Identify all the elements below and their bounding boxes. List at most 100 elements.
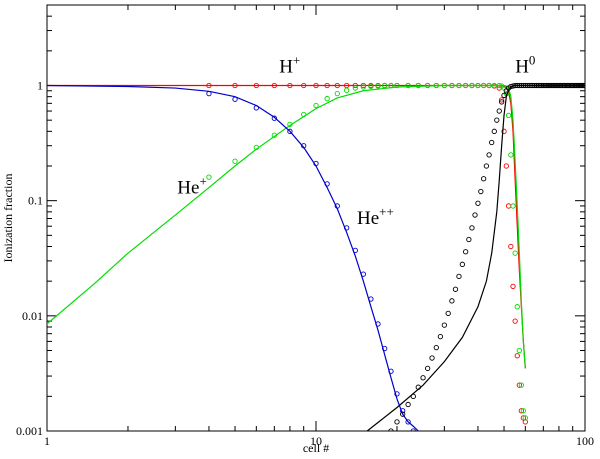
data-point bbox=[524, 82, 530, 89]
data-point bbox=[253, 144, 259, 151]
data-point bbox=[537, 82, 543, 89]
data-point bbox=[520, 408, 527, 414]
series-h-plus-points bbox=[206, 82, 528, 425]
series-label-base: He bbox=[357, 208, 379, 229]
data-point bbox=[514, 353, 520, 359]
series-line bbox=[47, 84, 419, 431]
x-tick-label: 100 bbox=[576, 434, 594, 448]
series-h-zero-points bbox=[388, 82, 585, 431]
data-point bbox=[388, 82, 394, 89]
data-point bbox=[429, 355, 435, 361]
data-point bbox=[324, 181, 330, 187]
data-point bbox=[410, 393, 416, 399]
data-point bbox=[206, 90, 212, 97]
data-point bbox=[400, 408, 406, 414]
series-label-base: H bbox=[279, 56, 293, 77]
data-point bbox=[533, 82, 540, 89]
data-point bbox=[324, 95, 330, 102]
y-axis-title: Ionization fraction bbox=[1, 174, 15, 263]
data-point bbox=[503, 163, 509, 169]
series-line bbox=[366, 84, 585, 431]
data-point bbox=[496, 82, 502, 89]
data-point bbox=[433, 82, 439, 89]
data-point bbox=[360, 271, 367, 277]
series-he-plus-plus bbox=[47, 84, 419, 431]
data-point bbox=[486, 82, 492, 89]
data-point bbox=[480, 176, 487, 182]
data-point bbox=[394, 82, 400, 89]
series-label-h-plus: H+ bbox=[279, 52, 300, 77]
x-axis-title: cell # bbox=[303, 441, 329, 455]
data-point bbox=[494, 117, 500, 123]
data-point bbox=[480, 82, 487, 89]
data-point bbox=[499, 97, 505, 103]
series-h-zero bbox=[366, 84, 585, 431]
data-point bbox=[433, 344, 439, 351]
data-point bbox=[382, 345, 388, 352]
data-point bbox=[352, 82, 358, 89]
data-point bbox=[394, 391, 400, 397]
series-label-sup: ++ bbox=[379, 204, 394, 219]
data-point bbox=[491, 82, 497, 89]
data-point bbox=[486, 152, 492, 158]
data-point bbox=[360, 82, 367, 89]
y-tick-label: 0.01 bbox=[22, 309, 43, 323]
data-point bbox=[352, 247, 358, 254]
data-point bbox=[206, 82, 212, 89]
series-label-h-zero: H0 bbox=[515, 52, 535, 77]
data-point bbox=[405, 401, 411, 408]
series-label-base: He bbox=[177, 178, 199, 199]
data-point bbox=[253, 105, 259, 111]
data-point bbox=[512, 250, 518, 256]
data-point bbox=[301, 111, 307, 118]
data-point bbox=[301, 82, 307, 89]
data-point bbox=[452, 286, 459, 292]
data-point bbox=[313, 102, 319, 109]
y-tick-label: 0.1 bbox=[28, 194, 43, 208]
data-point bbox=[535, 82, 541, 89]
data-point bbox=[539, 82, 545, 89]
series-he-plus-plus-points bbox=[206, 90, 416, 431]
series-label-base: H bbox=[515, 56, 529, 77]
data-point bbox=[441, 322, 447, 328]
data-point bbox=[394, 419, 400, 425]
data-point bbox=[499, 99, 505, 105]
data-point bbox=[501, 92, 507, 99]
axis-ticks: 1 10 100 0.001 0.01 0.1 1 bbox=[16, 4, 594, 448]
series-label-sup: + bbox=[293, 52, 300, 67]
data-point bbox=[518, 382, 525, 388]
series-he-plus bbox=[47, 84, 526, 369]
data-point bbox=[271, 132, 277, 138]
data-point bbox=[375, 83, 381, 89]
data-point bbox=[472, 212, 478, 218]
data-point bbox=[475, 200, 481, 206]
data-point bbox=[475, 82, 481, 89]
data-point bbox=[518, 408, 525, 414]
x-tick-label: 1 bbox=[44, 434, 50, 448]
data-point bbox=[334, 203, 340, 209]
series-label-sup: 0 bbox=[529, 52, 536, 67]
data-point bbox=[445, 310, 451, 317]
data-point bbox=[469, 82, 475, 89]
data-point bbox=[540, 82, 546, 89]
data-point bbox=[501, 128, 507, 134]
data-point bbox=[522, 415, 528, 421]
data-point bbox=[508, 152, 514, 158]
data-point bbox=[253, 82, 259, 89]
data-point bbox=[516, 347, 522, 354]
data-point bbox=[410, 428, 416, 431]
data-point bbox=[420, 375, 426, 381]
data-point bbox=[388, 428, 394, 431]
data-point bbox=[400, 411, 406, 417]
data-point bbox=[415, 384, 421, 390]
series-he-plus-points bbox=[206, 82, 528, 421]
data-point bbox=[232, 82, 238, 89]
data-point bbox=[530, 82, 536, 89]
data-point bbox=[313, 160, 319, 167]
data-point bbox=[232, 96, 238, 102]
series-label-he-plus: He+ bbox=[177, 174, 207, 199]
data-point bbox=[489, 139, 495, 146]
data-point bbox=[516, 382, 522, 388]
data-point bbox=[514, 304, 520, 310]
